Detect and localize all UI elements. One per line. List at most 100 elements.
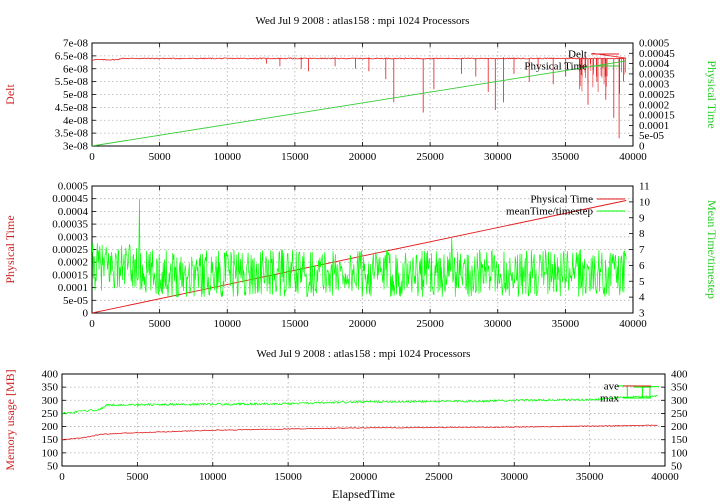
y-axis-label: Delt xyxy=(3,84,17,105)
y2-tick-label: 0.0003 xyxy=(639,79,670,91)
y2-tick-label: 9 xyxy=(639,212,645,224)
x-tick-label: 30000 xyxy=(501,471,529,483)
y2-tick-label: 4 xyxy=(639,292,645,304)
y2-tick-label: 10 xyxy=(639,196,651,208)
y-tick-label: 250 xyxy=(42,408,59,420)
x-tick-label: 5000 xyxy=(149,151,172,163)
y2-tick-label: 0.00015 xyxy=(639,110,675,122)
x-tick-label: 25000 xyxy=(416,318,444,330)
y2-axis-label: Physical Time xyxy=(705,60,719,128)
x-tick-label: 25000 xyxy=(416,151,444,163)
y2-tick-label: 0 xyxy=(639,141,645,153)
x-tick-label: 15000 xyxy=(274,471,302,483)
y2-tick-label: 0.0005 xyxy=(639,38,670,50)
y-axis-label: Physical Time xyxy=(3,215,17,283)
chart-title: Wed Jul 9 2008 : atlas158 : mpi 1024 Pro… xyxy=(256,15,470,27)
y2-tick-label: 0.00025 xyxy=(639,89,675,101)
y2-tick-label: 0.0002 xyxy=(639,99,669,111)
legend-label: Delt xyxy=(568,49,587,61)
plot-area xyxy=(92,198,627,313)
y2-tick-label: 0.0001 xyxy=(639,120,669,132)
y-tick-label: 3.5e-08 xyxy=(55,128,89,140)
legend-label: Physical Time xyxy=(530,194,593,206)
y2-tick-label: 200 xyxy=(671,421,688,433)
y2-tick-label: 150 xyxy=(671,434,688,446)
x-tick-label: 0 xyxy=(89,151,95,163)
x-tick-label: 10000 xyxy=(199,471,227,483)
x-tick-label: 30000 xyxy=(484,151,512,163)
x-tick-label: 40000 xyxy=(619,151,647,163)
y-tick-label: 350 xyxy=(42,382,59,394)
x-tick-label: 25000 xyxy=(425,471,453,483)
y2-tick-label: 300 xyxy=(671,395,688,407)
y2-tick-label: 7 xyxy=(639,244,645,256)
y-tick-label: 0.0005 xyxy=(58,181,89,193)
x-tick-label: 20000 xyxy=(349,151,377,163)
y2-tick-label: 100 xyxy=(671,447,688,459)
x-tick-label: 40000 xyxy=(619,318,647,330)
plot-area xyxy=(92,52,627,146)
y2-tick-label: 8 xyxy=(639,228,645,240)
y-tick-label: 7e-08 xyxy=(63,38,89,50)
y-tick-label: 0.0003 xyxy=(58,231,89,243)
x-tick-label: 35000 xyxy=(576,471,604,483)
ave-series-line xyxy=(62,424,658,441)
y2-tick-label: 350 xyxy=(671,382,688,394)
x-tick-label: 0 xyxy=(59,471,65,483)
legend-label: ave xyxy=(604,381,619,393)
y-tick-label: 0.00015 xyxy=(52,269,88,281)
y-tick-label: 0.00035 xyxy=(52,219,88,231)
x-tick-label: 40000 xyxy=(651,471,679,483)
y-tick-label: 50 xyxy=(47,461,59,473)
y-tick-label: 0 xyxy=(83,308,89,320)
y-tick-label: 6.5e-08 xyxy=(55,50,89,62)
plot-frame xyxy=(61,373,666,467)
x-tick-label: 10000 xyxy=(214,151,242,163)
x-tick-label: 20000 xyxy=(350,471,378,483)
y-tick-label: 6e-08 xyxy=(63,63,89,75)
legend-label: Physical Time xyxy=(524,61,587,73)
x-tick-label: 20000 xyxy=(349,318,377,330)
y2-tick-label: 50 xyxy=(671,461,683,473)
y-tick-label: 4.5e-08 xyxy=(55,102,89,114)
physical-time-series-line xyxy=(92,60,627,146)
y-tick-label: 200 xyxy=(42,421,59,433)
delt-series-line xyxy=(92,52,627,139)
x-tick-label: 5000 xyxy=(126,471,149,483)
y-tick-label: 3e-08 xyxy=(63,141,89,153)
x-tick-label: 30000 xyxy=(484,318,512,330)
x-tick-label: 10000 xyxy=(214,318,242,330)
y2-tick-label: 250 xyxy=(671,408,688,420)
y-tick-label: 0.0001 xyxy=(58,282,88,294)
delt-physical-time-panel: 0 5000 10000 15000 20000 25000 30000 35000 40000… xyxy=(3,15,719,163)
max-series-line xyxy=(62,394,658,415)
y-tick-label: 0.0004 xyxy=(58,206,89,218)
x-tick-label: 35000 xyxy=(552,151,580,163)
y2-tick-label: 6 xyxy=(639,260,645,272)
legend-label: meanTime/timestep xyxy=(506,206,593,218)
y2-axis-label: Mean Time/timestep xyxy=(705,200,719,299)
y-tick-label: 150 xyxy=(42,434,59,446)
y-tick-label: 5e-05 xyxy=(63,295,89,307)
y-axis-label: Memory usage [MB] xyxy=(3,369,17,470)
y2-tick-label: 0.0004 xyxy=(639,58,670,70)
memory-usage-panel: 0 5000 10000 15000 20000 25000 30000 35000 40000… xyxy=(3,348,688,501)
y2-tick-label: 3 xyxy=(639,308,645,320)
mean-timestep-series-line xyxy=(92,198,627,298)
y-tick-label: 0.0002 xyxy=(58,257,88,269)
y2-tick-label: 400 xyxy=(671,369,688,381)
y2-tick-label: 0.00035 xyxy=(639,68,675,80)
y-tick-label: 5e-08 xyxy=(63,89,89,101)
y-tick-label: 100 xyxy=(42,447,59,459)
legend-label: max xyxy=(600,393,619,405)
x-tick-label: 15000 xyxy=(281,318,309,330)
x-axis-label: ElapsedTime xyxy=(332,487,395,501)
physical-time-mean-timestep-panel: 0 5000 10000 15000 20000 25000 30000 35000 40000… xyxy=(3,181,719,331)
y2-tick-label: 0.00045 xyxy=(639,48,675,60)
x-tick-label: 0 xyxy=(89,318,95,330)
plot-frame xyxy=(91,42,634,147)
y-tick-label: 5.5e-08 xyxy=(55,76,89,88)
y2-tick-label: 5 xyxy=(639,276,645,288)
y2-tick-label: 5e-05 xyxy=(639,130,665,142)
